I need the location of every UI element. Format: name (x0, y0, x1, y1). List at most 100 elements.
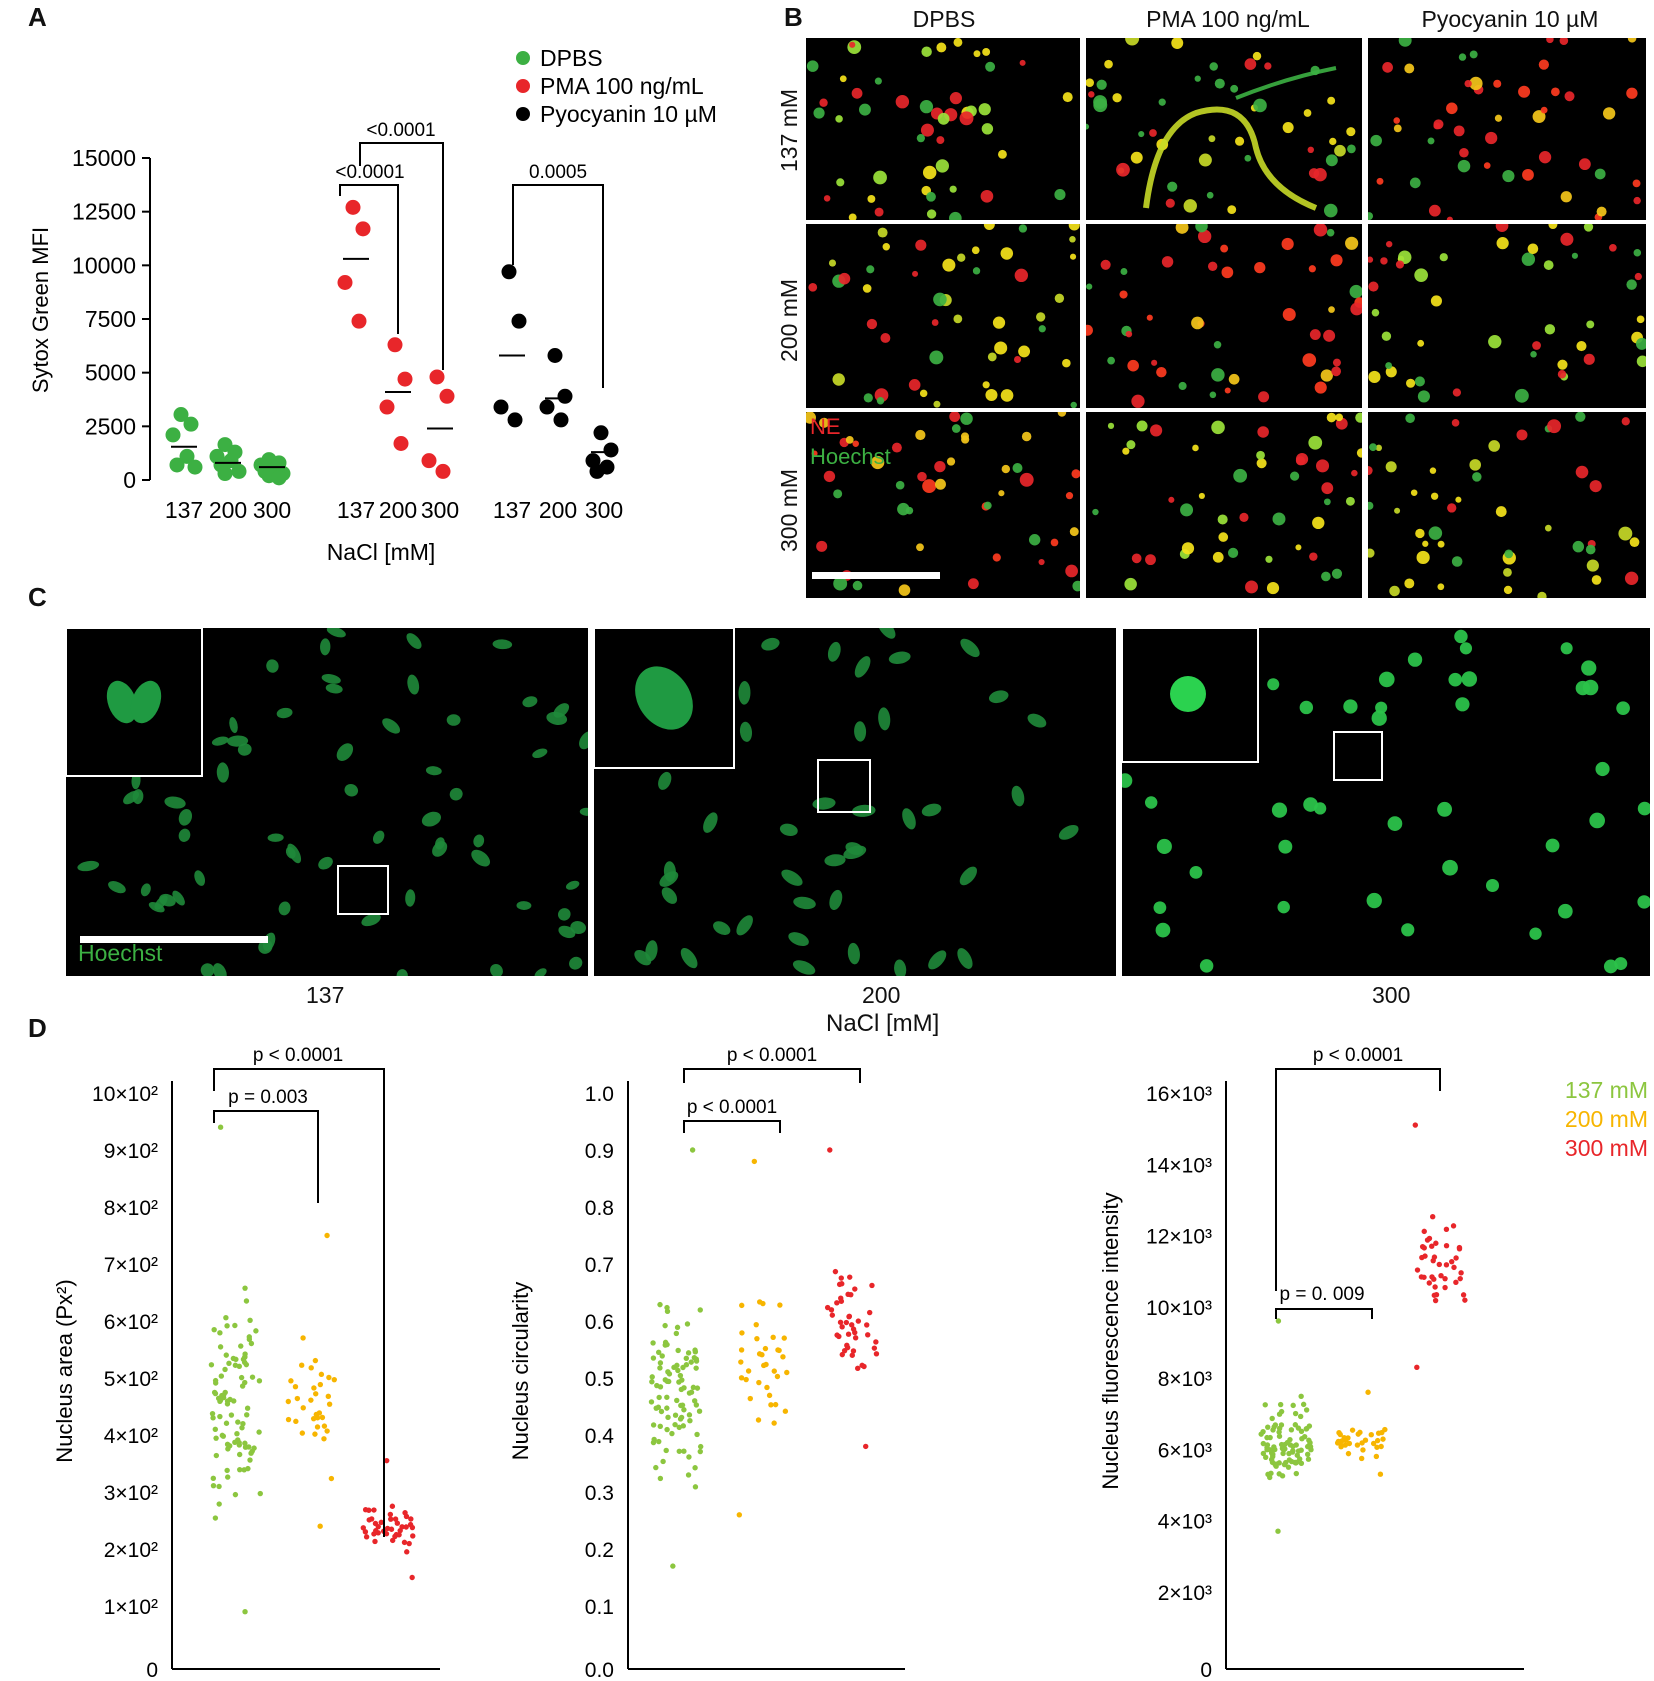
nucleus-c-0-29 (276, 707, 293, 719)
cell-b-0-1-19 (1334, 144, 1346, 157)
cell-b-2-0-22 (922, 479, 937, 494)
point-d-2-2-14 (846, 1313, 852, 1320)
point-d-1-2-35 (402, 1510, 408, 1516)
row-label-200: 200 mM (776, 278, 802, 362)
point-d-1-0-80 (246, 1444, 252, 1450)
point-a-1-0-1 (355, 221, 371, 237)
cell-b-2-0-12 (1038, 558, 1045, 566)
cell-b-0-2-1 (1532, 110, 1546, 123)
cell-b-0-1-5 (1165, 198, 1175, 208)
cell-b-1-2-30 (1417, 339, 1425, 347)
point-d-3-2-30 (1442, 1275, 1448, 1282)
micrograph-b-2-0 (806, 412, 1080, 598)
cell-b-0-1-31 (1149, 129, 1157, 137)
point-d-2-1-3 (772, 1401, 779, 1408)
stain-label-hoechst-c: Hoechst (78, 940, 163, 966)
point-d-2-1-2 (751, 1158, 758, 1165)
point-d-2-2-33 (829, 1312, 836, 1318)
point-d-2-1-27 (759, 1352, 765, 1358)
nucleus-c-1-46 (1011, 785, 1025, 807)
cell-b-2-1-44 (1316, 459, 1330, 473)
point-d-2-0-28 (693, 1365, 699, 1371)
y-tick-label-d-1-0: 0 (146, 1659, 158, 1681)
nucleus-c-1-2 (703, 812, 718, 833)
cell-b-0-2-28 (1551, 87, 1560, 97)
nucleus-c-2-14 (1155, 922, 1171, 938)
cell-b-2-0-43 (833, 576, 848, 591)
legend-dot-dpbs (516, 51, 530, 65)
micrograph-c-2 (1122, 628, 1650, 976)
cell-b-0-1-44 (1104, 59, 1113, 69)
nucleus-c-1-47 (843, 845, 867, 860)
y-tick-label-d-2-5: 0.5 (585, 1368, 614, 1391)
point-d-2-2-29 (848, 1322, 855, 1328)
point-d-2-1-9 (753, 1321, 759, 1328)
bracket-pma-137-200 (339, 184, 399, 334)
cell-b-2-0-29 (1069, 527, 1079, 537)
cell-b-2-2-38 (1495, 506, 1507, 517)
point-a-0-0-4 (169, 457, 185, 473)
cell-b-1-1-27 (1178, 381, 1187, 391)
bracket-d-4 (1275, 1068, 1441, 1291)
point-a-0-1-6 (217, 466, 233, 482)
cell-b-0-1-10 (1208, 135, 1216, 143)
cell-b-1-2-7 (1417, 390, 1430, 403)
nucleus-c-2-11 (1343, 699, 1358, 714)
cell-b-0-0-29 (949, 185, 957, 193)
point-d-3-0-36 (1299, 1436, 1305, 1442)
point-d-3-0-54 (1279, 1473, 1286, 1479)
cell-b-2-1-2 (1198, 492, 1205, 499)
cell-b-1-0-30 (972, 267, 981, 275)
point-a-2-2-4 (589, 463, 605, 479)
cell-b-1-0-29 (1054, 293, 1065, 303)
x-tick-label-a-6: 137 (493, 497, 531, 523)
point-d-2-1-20 (771, 1420, 777, 1426)
point-d-1-0-50 (242, 1285, 248, 1291)
cell-b-0-0-35 (922, 165, 937, 180)
point-a-2-2-1 (603, 442, 619, 458)
micrograph-b-0-2 (1368, 38, 1646, 220)
cell-b-2-0-39 (992, 553, 1001, 562)
y-tick-label-a-2: 5000 (85, 360, 136, 386)
point-d-3-1-25 (1336, 1430, 1342, 1436)
cell-b-2-1-14 (1192, 444, 1199, 452)
cell-b-1-2-38 (1636, 315, 1645, 324)
cell-b-2-2-11 (1416, 550, 1430, 565)
point-d-2-0-15 (697, 1307, 703, 1313)
cell-b-2-0-14 (1057, 412, 1067, 417)
point-d-3-0-7 (1277, 1401, 1284, 1408)
cell-b-2-1-4 (1122, 447, 1130, 455)
cell-b-0-0-28 (849, 41, 856, 48)
point-d-2-1-11 (755, 1417, 762, 1423)
cell-b-0-1-7 (1329, 137, 1337, 146)
nucleus-c-0-8 (200, 963, 215, 976)
point-d-3-2-5 (1421, 1274, 1427, 1280)
nucleus-c-0-18 (446, 714, 461, 726)
point-a-2-0-0 (501, 264, 517, 280)
cell-b-1-0-3 (1014, 268, 1028, 283)
point-d-3-2-25 (1443, 1226, 1450, 1233)
point-d-2-0-25 (694, 1385, 701, 1391)
bracket-d-3 (683, 1120, 781, 1133)
nucleus-c-1-6 (988, 690, 1009, 704)
point-a-1-1-0 (387, 337, 403, 353)
cell-b-0-0-27 (980, 189, 994, 203)
cell-b-1-2-32 (1381, 331, 1392, 341)
nucleus-c-0-45 (558, 925, 576, 939)
nucleus-c-0-46 (148, 901, 165, 913)
micrograph-b-2-2 (1368, 412, 1646, 598)
nucleus-c-0-39 (546, 711, 568, 725)
point-d-2-0-70 (696, 1408, 703, 1414)
bracket-d-1 (213, 1110, 319, 1203)
cell-b-2-0-18 (916, 543, 924, 552)
cell-b-2-1-23 (1309, 552, 1318, 561)
cell-b-2-2-34 (1369, 443, 1377, 452)
y-tick-label-d-2-7: 0.7 (585, 1254, 614, 1277)
point-d-1-2-2 (384, 1457, 390, 1464)
cell-b-1-1-26 (1127, 359, 1139, 372)
nucleus-c-1-24 (928, 950, 947, 970)
point-d-2-1-29 (761, 1362, 767, 1369)
nucleus-c-2-20 (1407, 652, 1423, 667)
cell-b-1-1-20 (1326, 228, 1335, 237)
cell-b-2-1-41 (1266, 581, 1280, 595)
